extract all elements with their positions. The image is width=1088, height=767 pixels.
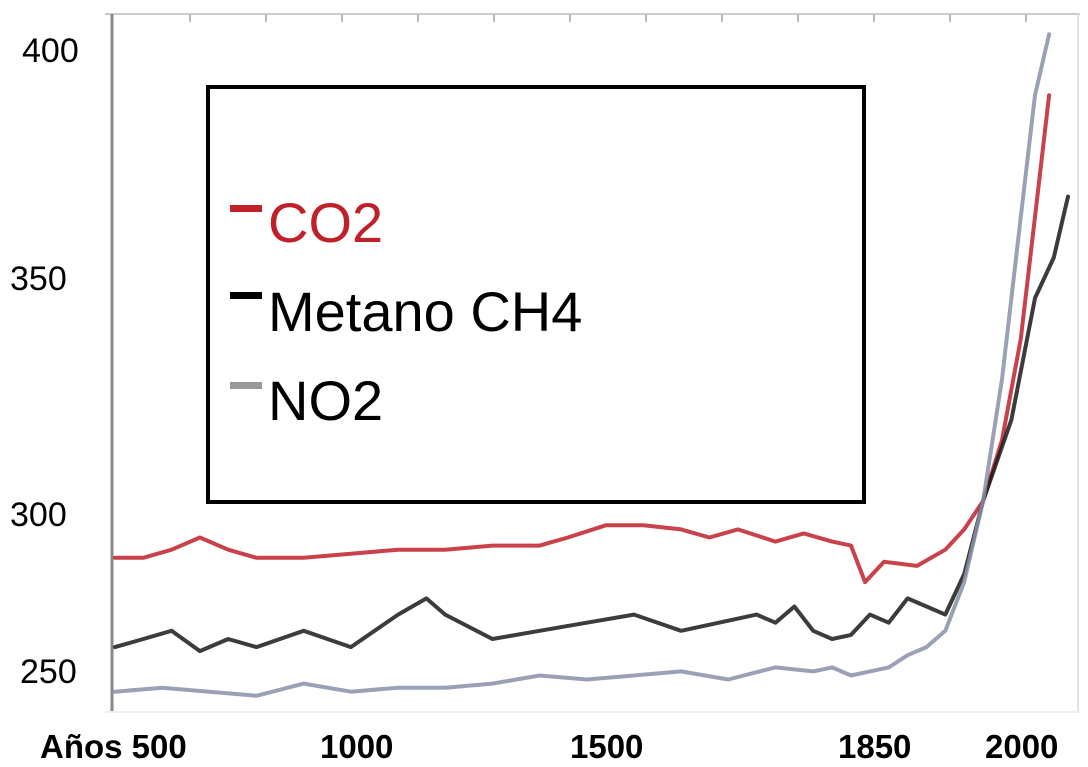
series-line-no2 [113, 32, 1052, 698]
legend-box [206, 85, 866, 504]
x-tick-label: 2000 [985, 728, 1058, 765]
legend-label-co2: CO2 [268, 191, 383, 254]
x-tick-label: 1850 [838, 728, 911, 765]
y-tick-label: 400 [22, 32, 79, 70]
x-tick-marks [189, 14, 1027, 22]
y-tick-label: 350 [10, 260, 67, 298]
legend-swatch-no2 [230, 382, 262, 389]
plot-frame [105, 13, 1080, 713]
legend-label-ch4: Metano CH4 [268, 280, 582, 343]
legend-swatch-co2 [230, 205, 262, 212]
y-tick-label: 300 [10, 496, 67, 534]
x-tick-label: 1500 [570, 728, 643, 765]
x-tick-label: 1000 [320, 728, 393, 765]
series-line-co2 [113, 93, 1052, 585]
legend: CO2 Metano CH4 NO2 [206, 85, 866, 504]
y-tick-label: 250 [20, 653, 77, 691]
legend-label-no2: NO2 [268, 369, 383, 432]
series-line-ch4 [113, 194, 1070, 654]
series-layer [113, 32, 1070, 698]
legend-swatch-ch4 [230, 292, 262, 299]
x-tick-label: Años 500 [40, 728, 187, 765]
